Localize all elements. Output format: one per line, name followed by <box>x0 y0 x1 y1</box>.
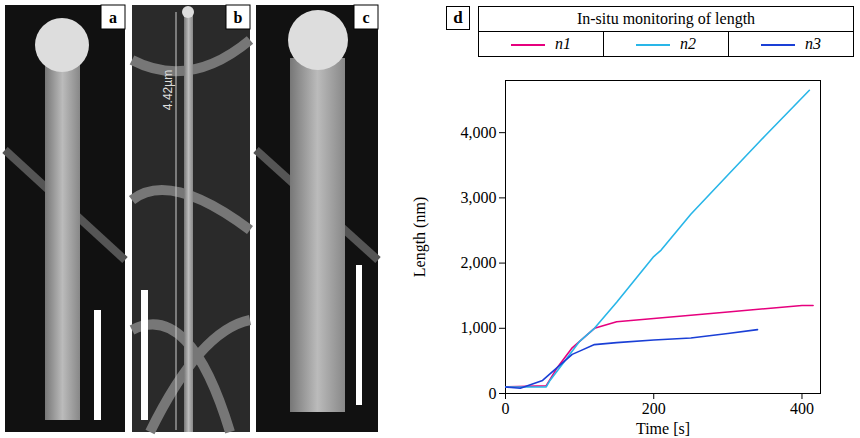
html-text:n2: n2 <box>676 35 696 52</box>
svg-text:c: c <box>362 9 369 26</box>
html-text:n1: n1 <box>551 35 571 52</box>
html-text:n3: n3 <box>801 35 821 52</box>
svg-text:200: 200 <box>642 400 666 417</box>
svg-text:0: 0 <box>489 385 497 402</box>
svg-text:3,000: 3,000 <box>461 189 497 206</box>
html-text:In-situ monitoring of length: In-situ monitoring of length <box>576 10 756 27</box>
svg-text:Length (nm): Length (nm) <box>411 197 429 277</box>
svg-text:1,000: 1,000 <box>461 319 497 336</box>
svg-text:b: b <box>234 9 243 26</box>
html-text:d: d <box>453 8 463 27</box>
svg-text:4,000: 4,000 <box>461 124 497 141</box>
svg-text:400: 400 <box>790 400 814 417</box>
svg-text:Time [s]: Time [s] <box>636 420 690 437</box>
svg-text:0: 0 <box>502 400 510 417</box>
svg-text:4.42µm: 4.42µm <box>161 70 175 110</box>
svg-text:a: a <box>109 9 117 26</box>
svg-text:2,000: 2,000 <box>461 254 497 271</box>
